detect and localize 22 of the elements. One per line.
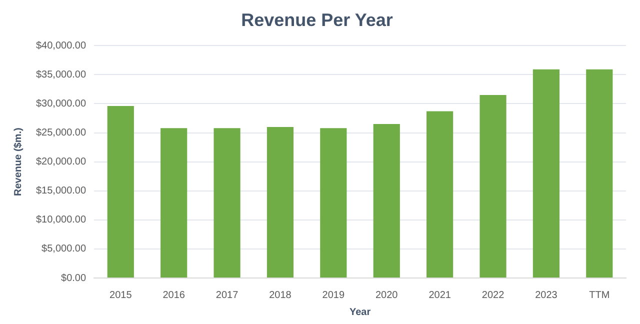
x-tick-label: 2016 <box>162 290 186 301</box>
y-tick-label: $30,000.00 <box>36 98 86 110</box>
x-tick-label: 2018 <box>269 290 292 301</box>
y-tick-label: $0.00 <box>61 272 86 284</box>
x-tick-label: TTM <box>589 290 610 301</box>
y-tick-label: $10,000.00 <box>36 214 86 226</box>
y-axis-title: Revenue ($m.) <box>12 128 24 196</box>
x-tick-label: 2015 <box>110 290 132 301</box>
y-tick-label: $25,000.00 <box>36 128 86 138</box>
y-tick-label: $15,000.00 <box>36 186 86 197</box>
y-tick-label: $5,000.00 <box>42 244 86 255</box>
x-axis-title: Year <box>349 306 371 318</box>
x-tick-label: 2019 <box>322 290 345 301</box>
x-tick-label: 2017 <box>216 290 239 301</box>
x-tick-label: 2022 <box>482 290 505 301</box>
x-tick-label: 2020 <box>375 290 398 301</box>
chart-title: Revenue Per Year <box>241 10 393 30</box>
y-tick-label: $35,000.00 <box>36 69 86 80</box>
x-tick-label: 2023 <box>535 290 558 301</box>
x-tick-label: 2021 <box>428 290 452 301</box>
y-tick-label: $20,000.00 <box>36 156 86 168</box>
y-tick-label: $40,000.00 <box>36 40 86 52</box>
